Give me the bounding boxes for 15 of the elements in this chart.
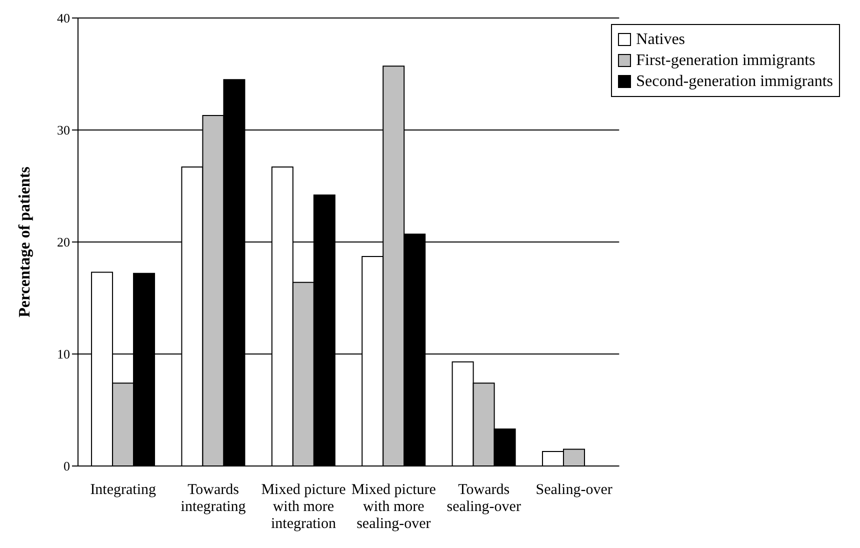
x-tick-label: Towards sealing-over [446,482,521,515]
x-tick-label: Mixed picture with more sealing-over [351,482,436,532]
legend-label: Second-generation immigrants [636,72,833,92]
x-tick-label: Sealing-over [536,482,612,498]
x-tick-label: Integrating [90,482,156,498]
y-tick-label: 0 [64,458,70,474]
y-tick-label: 10 [57,346,70,362]
x-tick-label: Mixed picture with more integration [261,482,346,532]
legend-label: Natives [636,30,686,50]
y-tick-label: 20 [57,234,70,250]
y-tick-label: 30 [57,122,70,138]
y-axis-title: Percentage of patients [16,166,34,318]
legend-label: First-generation immigrants [636,51,816,71]
y-tick-label: 40 [57,10,70,26]
x-tick-label: Towards integrating [180,482,246,515]
